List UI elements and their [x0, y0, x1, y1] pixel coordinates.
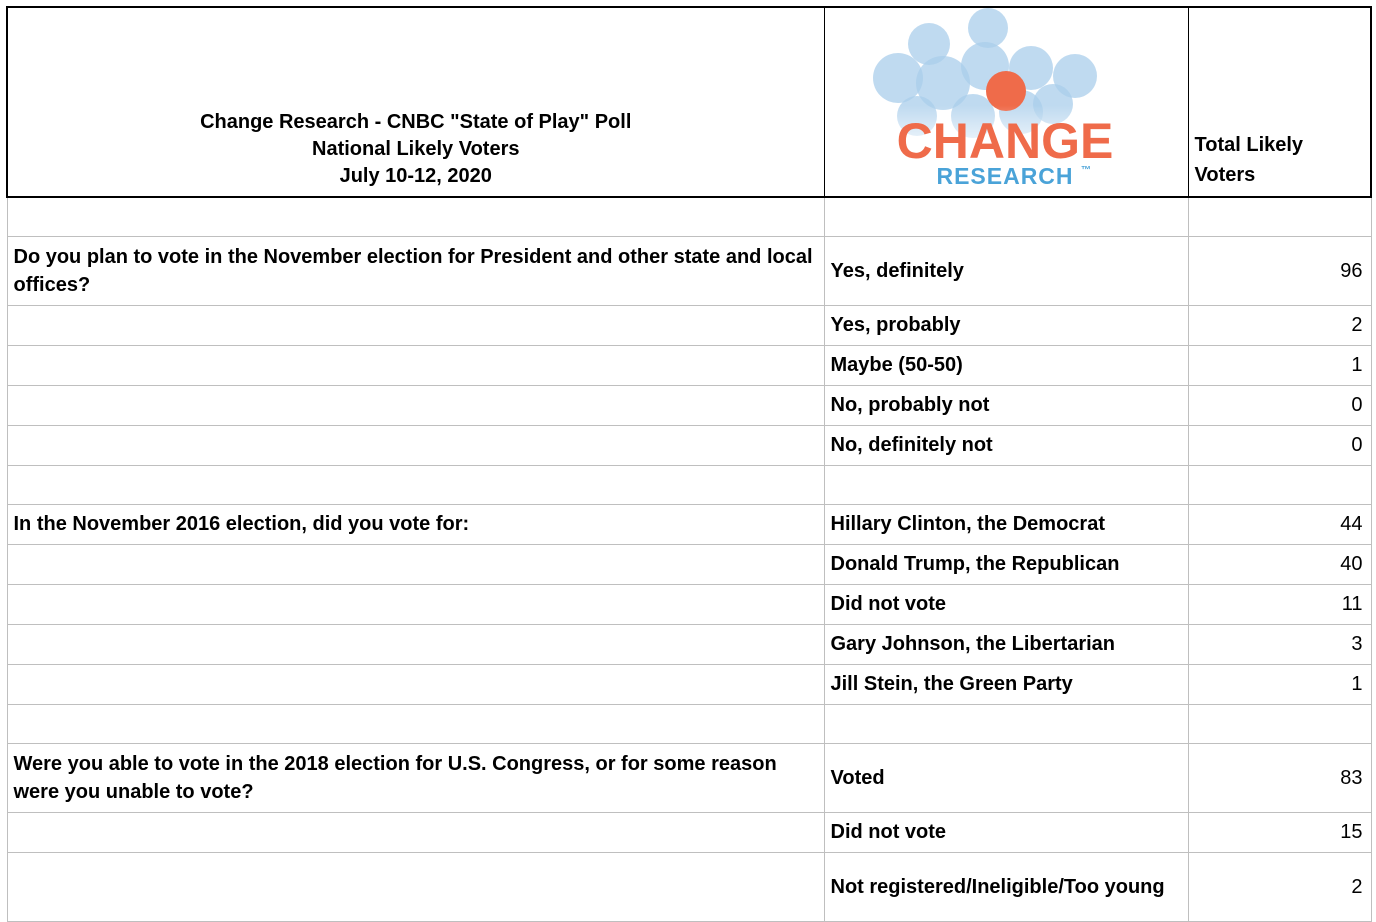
- empty-cell[interactable]: [6, 425, 825, 466]
- question-cell[interactable]: Do you plan to vote in the November elec…: [6, 236, 825, 306]
- value-cell[interactable]: 0: [1187, 385, 1372, 426]
- question-cell[interactable]: Were you able to vote in the 2018 electi…: [6, 743, 825, 813]
- empty-cell[interactable]: [6, 584, 825, 625]
- spacer-row: [6, 465, 1372, 505]
- answer-cell[interactable]: No, probably not: [823, 385, 1189, 426]
- answer-cell[interactable]: Gary Johnson, the Libertarian: [823, 624, 1189, 665]
- table-row: In the November 2016 election, did you v…: [6, 504, 1372, 545]
- empty-cell[interactable]: [6, 624, 825, 665]
- spacer-row: [6, 704, 1372, 744]
- table-row: Jill Stein, the Green Party 1: [6, 664, 1372, 705]
- column-header-total[interactable]: Total Likely Voters: [1187, 6, 1372, 198]
- empty-cell[interactable]: [6, 812, 825, 853]
- value-cell[interactable]: 2: [1187, 305, 1372, 346]
- title-line-1: Change Research - CNBC "State of Play" P…: [200, 111, 632, 133]
- answer-cell[interactable]: Yes, probably: [823, 305, 1189, 346]
- answer-cell[interactable]: Voted: [823, 743, 1189, 813]
- poll-title[interactable]: Change Research - CNBC "State of Play" P…: [6, 6, 825, 198]
- value-cell[interactable]: 0: [1187, 425, 1372, 466]
- empty-cell[interactable]: [6, 305, 825, 346]
- table-row: Did not vote 11: [6, 584, 1372, 625]
- answer-cell[interactable]: No, definitely not: [823, 425, 1189, 466]
- answer-cell[interactable]: Not registered/Ineligible/Too young: [823, 852, 1189, 922]
- table-row: Were you able to vote in the 2018 electi…: [6, 743, 1372, 813]
- value-cell[interactable]: 2: [1187, 852, 1372, 922]
- table-row: Gary Johnson, the Libertarian 3: [6, 624, 1372, 665]
- table-row: No, probably not 0: [6, 385, 1372, 426]
- answer-cell[interactable]: Jill Stein, the Green Party: [823, 664, 1189, 705]
- logo-tm: ™: [1081, 165, 1091, 176]
- table-row: Yes, probably 2: [6, 305, 1372, 346]
- value-cell[interactable]: 96: [1187, 236, 1372, 306]
- answer-cell[interactable]: Hillary Clinton, the Democrat: [823, 504, 1189, 545]
- value-cell[interactable]: 1: [1187, 664, 1372, 705]
- empty-cell[interactable]: [6, 345, 825, 386]
- value-cell[interactable]: 11: [1187, 584, 1372, 625]
- table-row: Did not vote 15: [6, 812, 1372, 853]
- table-row: Do you plan to vote in the November elec…: [6, 236, 1372, 306]
- value-cell[interactable]: 83: [1187, 743, 1372, 813]
- table-row: No, definitely not 0: [6, 425, 1372, 466]
- answer-cell[interactable]: Did not vote: [823, 812, 1189, 853]
- header-row: Change Research - CNBC "State of Play" P…: [6, 6, 1372, 198]
- table-row: Donald Trump, the Republican 40: [6, 544, 1372, 585]
- question-cell[interactable]: In the November 2016 election, did you v…: [6, 504, 825, 545]
- empty-cell[interactable]: [6, 544, 825, 585]
- poll-table: Change Research - CNBC "State of Play" P…: [6, 6, 1372, 922]
- table-row: Not registered/Ineligible/Too young 2: [6, 852, 1372, 922]
- value-cell[interactable]: 15: [1187, 812, 1372, 853]
- logo-change-text: CHANGE: [896, 113, 1113, 169]
- value-cell[interactable]: 1: [1187, 345, 1372, 386]
- empty-cell[interactable]: [6, 852, 825, 922]
- change-research-logo: CHANGE RESEARCH ™: [825, 9, 1187, 189]
- table-row: Maybe (50-50) 1: [6, 345, 1372, 386]
- title-line-2: National Likely Voters: [312, 138, 520, 160]
- logo-research-text: RESEARCH: [936, 163, 1073, 188]
- spacer-row: [6, 196, 1372, 237]
- title-line-3: July 10-12, 2020: [339, 165, 492, 187]
- answer-cell[interactable]: Maybe (50-50): [823, 345, 1189, 386]
- answer-cell[interactable]: Yes, definitely: [823, 236, 1189, 306]
- answer-cell[interactable]: Donald Trump, the Republican: [823, 544, 1189, 585]
- answer-cell[interactable]: Did not vote: [823, 584, 1189, 625]
- empty-cell[interactable]: [6, 664, 825, 705]
- empty-cell[interactable]: [6, 385, 825, 426]
- logo-cell[interactable]: CHANGE RESEARCH ™: [823, 6, 1189, 198]
- value-cell[interactable]: 3: [1187, 624, 1372, 665]
- value-cell[interactable]: 44: [1187, 504, 1372, 545]
- value-cell[interactable]: 40: [1187, 544, 1372, 585]
